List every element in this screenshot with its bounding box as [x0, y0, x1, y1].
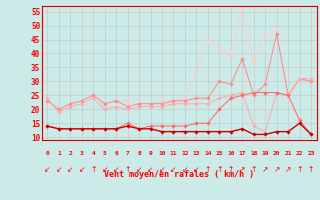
Text: ↙: ↙ [67, 165, 74, 174]
Text: ↙: ↙ [44, 165, 51, 174]
Text: ↑: ↑ [216, 165, 222, 174]
Text: ↗: ↗ [274, 165, 280, 174]
X-axis label: Vent moyen/en rafales ( km/h ): Vent moyen/en rafales ( km/h ) [104, 170, 254, 179]
Text: ↗: ↗ [239, 165, 245, 174]
Text: ↑: ↑ [228, 165, 234, 174]
Text: ↙: ↙ [56, 165, 62, 174]
Text: ↑: ↑ [90, 165, 96, 174]
Text: ↑: ↑ [205, 165, 211, 174]
Text: ↙: ↙ [193, 165, 200, 174]
Text: ↑: ↑ [251, 165, 257, 174]
Text: ↙: ↙ [147, 165, 154, 174]
Text: ↑: ↑ [296, 165, 303, 174]
Text: ↙: ↙ [113, 165, 119, 174]
Text: ↙: ↙ [159, 165, 165, 174]
Text: ↙: ↙ [136, 165, 142, 174]
Text: ↙: ↙ [170, 165, 177, 174]
Text: ↗: ↗ [285, 165, 291, 174]
Text: ↙: ↙ [101, 165, 108, 174]
Text: ↙: ↙ [78, 165, 85, 174]
Text: ↑: ↑ [308, 165, 314, 174]
Text: ↑: ↑ [124, 165, 131, 174]
Text: ↗: ↗ [262, 165, 268, 174]
Text: ↙: ↙ [182, 165, 188, 174]
